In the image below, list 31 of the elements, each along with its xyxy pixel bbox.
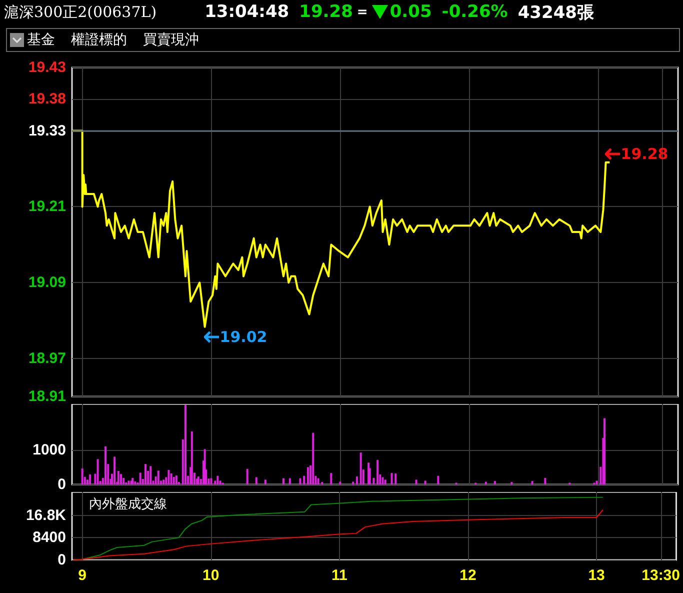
y-tick-label: 8400 — [32, 529, 66, 546]
annotation: 19.02 — [220, 328, 268, 346]
y-tick-label: 19.09 — [28, 274, 66, 292]
y-tick-label: 19.33 — [28, 122, 66, 140]
text: = — [356, 4, 368, 20]
annotation: 19.28 — [620, 145, 668, 164]
y-tick-label: 19.38 — [28, 90, 66, 108]
x-tick-label: 13 — [588, 567, 605, 584]
x-tick-label: 12 — [460, 567, 476, 584]
text: 0.05 — [390, 2, 432, 22]
x-tick-label: 11 — [331, 567, 348, 584]
y-tick-label: 0 — [58, 476, 66, 493]
text: 買賣現沖 — [143, 31, 199, 49]
y-tick-label: 19.43 — [28, 59, 66, 76]
y-tick-label: 16.8K — [26, 506, 66, 524]
y-tick-label: 18.97 — [28, 350, 66, 368]
text: 權證標的 — [71, 31, 127, 49]
x-tick-label: 9 — [78, 567, 86, 584]
y-tick-label: 0 — [58, 552, 66, 568]
x-tick-label: 13:30 — [642, 567, 680, 584]
text: 43248張 — [518, 2, 594, 24]
y-tick-label: 1000 — [32, 441, 66, 458]
y-tick-label: 19.21 — [28, 198, 66, 216]
chart-title: 內外盤成交線 — [89, 496, 167, 512]
text: -0.26% — [442, 2, 508, 22]
y-tick-label: 18.91 — [28, 388, 66, 405]
text: 基金 — [27, 31, 55, 49]
chart-title: 滬深300正2(00637L) — [4, 2, 157, 22]
text: 19.28 — [299, 2, 353, 22]
text: 13:04:48 — [204, 2, 290, 22]
x-tick-label: 10 — [202, 567, 220, 584]
